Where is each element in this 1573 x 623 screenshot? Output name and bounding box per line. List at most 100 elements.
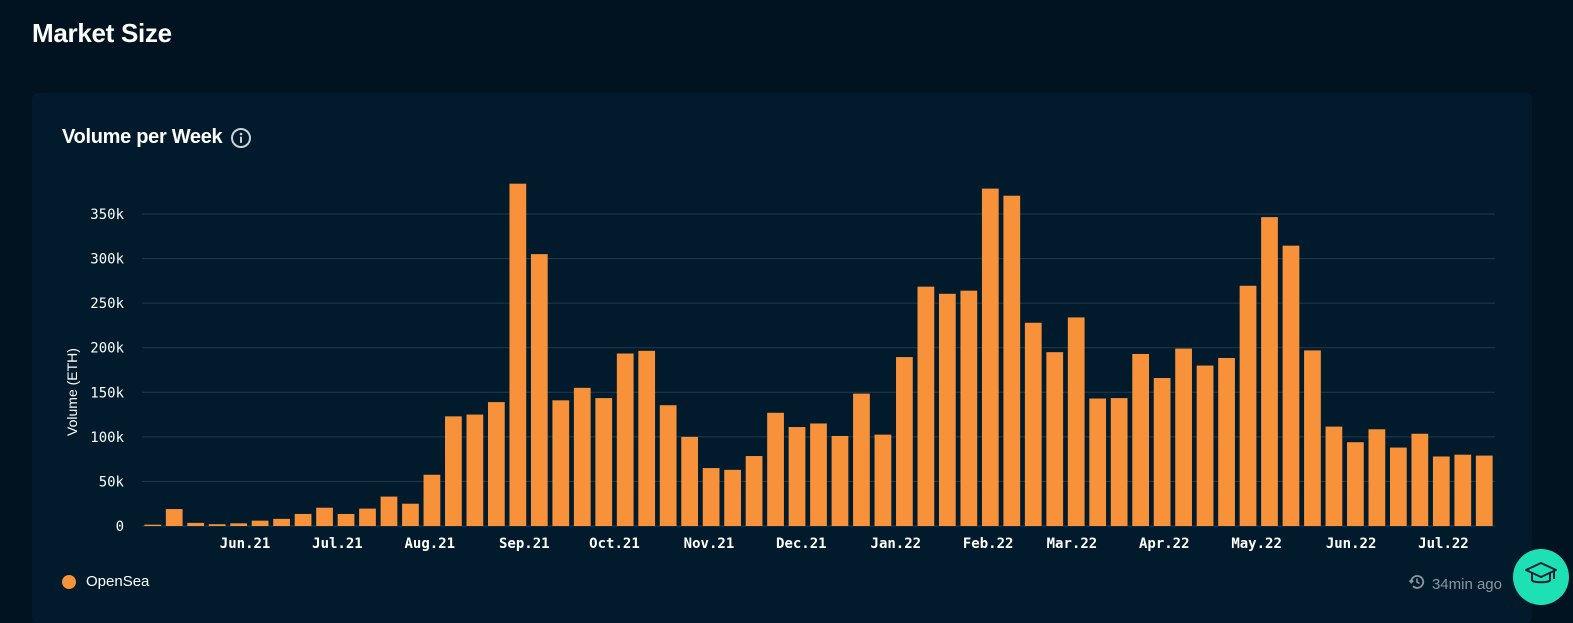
y-tick-label: 300k xyxy=(90,252,124,268)
card-header: Volume per Week xyxy=(62,126,252,149)
bar xyxy=(702,468,720,526)
y-tick-label: 150k xyxy=(90,385,124,401)
bar xyxy=(810,423,827,526)
y-tick-label: 0 xyxy=(116,519,124,535)
bar xyxy=(1261,217,1278,526)
bar xyxy=(981,188,999,526)
bar xyxy=(659,405,677,526)
y-tick-label: 200k xyxy=(90,341,124,357)
bar xyxy=(1304,350,1321,526)
bar xyxy=(1432,456,1450,526)
bar xyxy=(681,436,699,526)
x-tick-label: Oct.21 xyxy=(589,536,640,552)
bar xyxy=(1282,245,1300,526)
x-tick-label: May.22 xyxy=(1231,536,1282,552)
bar xyxy=(767,412,784,526)
x-tick-label: Jun.21 xyxy=(220,536,271,552)
bar xyxy=(1153,378,1171,526)
bar xyxy=(1368,429,1386,526)
x-tick-label: Mar.22 xyxy=(1047,536,1098,552)
bar xyxy=(1003,195,1021,526)
bar xyxy=(960,290,978,526)
history-clock-icon xyxy=(1408,573,1426,595)
x-tick-label: Jun.22 xyxy=(1326,536,1377,552)
bar xyxy=(380,496,398,526)
bar xyxy=(208,524,226,526)
bar xyxy=(1196,365,1214,526)
x-tick-label: Feb.22 xyxy=(963,536,1014,552)
bar xyxy=(530,254,548,526)
info-circle-icon[interactable] xyxy=(230,127,252,149)
bar xyxy=(788,427,806,526)
bar xyxy=(187,522,205,526)
bar xyxy=(466,414,484,526)
bar xyxy=(724,469,741,526)
bar xyxy=(144,524,162,526)
bar xyxy=(1389,447,1407,526)
bar xyxy=(1046,352,1064,526)
bar xyxy=(745,456,763,526)
bar xyxy=(230,523,248,526)
x-tick-label: Sep.21 xyxy=(499,536,550,552)
bar xyxy=(1067,317,1085,526)
bar xyxy=(251,520,269,526)
bar xyxy=(165,509,183,526)
bar xyxy=(573,387,591,526)
page-title: Market Size xyxy=(32,18,172,48)
bar xyxy=(1454,454,1472,526)
legend-label: OpenSea xyxy=(86,573,150,590)
graduation-cap-icon xyxy=(1524,560,1558,595)
x-tick-label: Jan.22 xyxy=(871,536,922,552)
bar xyxy=(273,518,290,526)
bar xyxy=(552,400,570,526)
bar xyxy=(938,293,956,526)
bar xyxy=(1175,348,1192,526)
bar xyxy=(874,434,892,526)
bar xyxy=(423,474,441,526)
x-tick-label: Jul.21 xyxy=(312,536,363,552)
bar xyxy=(595,398,613,526)
y-axis-label: Volume (ETH) xyxy=(64,348,80,436)
x-tick-label: Apr.22 xyxy=(1139,536,1190,552)
x-tick-label: Jul.22 xyxy=(1418,536,1469,552)
bar xyxy=(359,508,376,526)
bar xyxy=(638,350,656,526)
legend-swatch xyxy=(62,574,76,589)
bar xyxy=(1347,442,1364,526)
y-tick-label: 350k xyxy=(90,207,124,223)
y-tick-label: 50k xyxy=(99,474,125,490)
y-tick-label: 250k xyxy=(90,296,124,312)
x-tick-label: Nov.21 xyxy=(684,536,735,552)
last-updated-text: 34min ago xyxy=(1431,575,1502,593)
bar xyxy=(616,353,634,526)
bar xyxy=(1089,398,1107,526)
bar xyxy=(1325,426,1343,526)
bar xyxy=(1239,285,1257,526)
x-tick-label: Aug.21 xyxy=(404,536,455,552)
bar xyxy=(402,503,419,526)
bar xyxy=(445,416,462,526)
bar xyxy=(1132,353,1150,526)
x-tick-label: Dec.21 xyxy=(776,536,827,552)
bar xyxy=(487,402,505,526)
bar xyxy=(1110,398,1128,526)
legend-item-opensea[interactable]: OpenSea xyxy=(62,573,149,590)
volume-chart-card: 0 50k 100k 150k 200k 250k 300k 350k Volume (ETH)… xyxy=(32,93,1532,623)
bar xyxy=(1024,322,1042,526)
help-academy-button[interactable] xyxy=(1513,549,1569,605)
bar xyxy=(917,286,935,526)
bar xyxy=(831,435,849,526)
bar xyxy=(1475,455,1493,526)
bar xyxy=(509,183,527,526)
bar xyxy=(316,507,333,526)
bar xyxy=(337,513,355,526)
bar xyxy=(1411,433,1429,526)
volume-bar-chart: 0 50k 100k 150k 200k 250k 300k 350k Volume (ETH)… xyxy=(64,183,1495,552)
bar xyxy=(896,357,913,526)
bar xyxy=(853,393,870,526)
last-updated: 34min ago xyxy=(1408,573,1502,595)
y-tick-label: 100k xyxy=(90,430,124,446)
bar xyxy=(1218,357,1235,526)
chart-title: Volume per Week xyxy=(62,126,223,148)
bar xyxy=(294,513,312,526)
